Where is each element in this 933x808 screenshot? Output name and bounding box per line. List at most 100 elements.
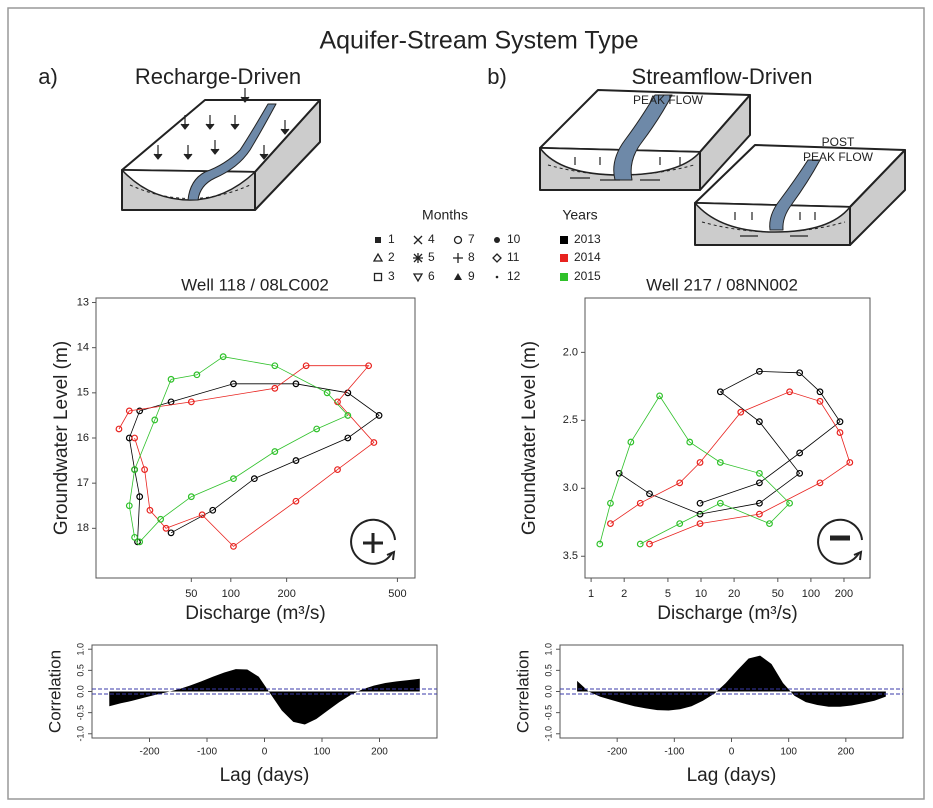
point — [796, 469, 804, 477]
point — [271, 384, 279, 392]
legend-label: 7 — [468, 232, 475, 246]
legend-label: 11 — [507, 250, 520, 264]
legend-label: 2013 — [574, 232, 601, 246]
point — [836, 429, 844, 436]
point — [271, 362, 279, 370]
legend-label: 9 — [468, 269, 475, 283]
point — [292, 497, 300, 505]
point — [136, 407, 144, 415]
x-tick-label: -200 — [139, 747, 159, 758]
x-tick-label: 200 — [277, 588, 295, 600]
x-tick-label: 10 — [695, 588, 707, 600]
point — [198, 511, 206, 519]
x-tick-label: -100 — [664, 747, 684, 758]
x-tick-label: 0 — [262, 747, 268, 758]
point — [313, 425, 321, 433]
y-tick-label: 13 — [77, 296, 89, 308]
point — [786, 499, 793, 507]
legend-symbol — [372, 252, 384, 262]
symbol — [413, 253, 423, 263]
point — [146, 506, 154, 514]
point — [125, 407, 133, 415]
legend-symbol — [413, 235, 423, 245]
legend-symbol — [453, 235, 463, 245]
y-tick-label: -0.5 — [75, 705, 85, 721]
point — [646, 490, 653, 498]
symbol — [453, 235, 463, 245]
y-tick-label: -0.5 — [543, 705, 553, 721]
x-tick-label: 100 — [802, 588, 820, 600]
point — [656, 392, 663, 400]
y-axis-title: Correlation — [45, 650, 64, 733]
point — [115, 425, 123, 433]
frame — [7, 7, 925, 800]
point — [375, 412, 383, 419]
point — [816, 397, 824, 405]
y-tick-label: 1.0 — [543, 643, 553, 656]
post-peak-schematic — [694, 144, 906, 246]
x-tick-label: 20 — [728, 588, 740, 600]
x-tick-label: 500 — [388, 588, 406, 600]
x-tick-label: 100 — [780, 747, 797, 758]
point — [766, 520, 773, 528]
point — [756, 418, 763, 426]
y-tick-label: 15 — [77, 387, 89, 399]
recharge-schematic — [121, 88, 321, 211]
x-tick-label: 100 — [314, 747, 331, 758]
point — [796, 369, 804, 377]
point — [796, 449, 804, 457]
point — [756, 367, 763, 375]
x-tick-label: 200 — [837, 747, 854, 758]
symbol — [454, 273, 462, 280]
legend-symbol — [454, 273, 462, 280]
y-tick-label: 3.0 — [563, 482, 578, 494]
panel-label: a) — [38, 64, 58, 89]
x-axis-title: Lag (days) — [220, 765, 310, 786]
point — [230, 542, 237, 550]
point — [250, 475, 258, 483]
point — [696, 499, 704, 507]
y-tick-label: 1.0 — [75, 643, 85, 656]
legend-swatch — [560, 254, 568, 262]
annotation: PEAK FLOW — [803, 150, 874, 164]
symbol — [372, 252, 384, 262]
y-tick-label: 0.0 — [75, 685, 85, 698]
point — [696, 459, 704, 466]
x-axis-title: Discharge (m³/s) — [657, 603, 797, 624]
point — [125, 502, 133, 510]
y-tick-label: 16 — [77, 432, 89, 444]
panel-label: b) — [487, 64, 507, 89]
legend-symbol — [492, 253, 502, 263]
legend-symbol — [495, 275, 499, 279]
legend-swatch — [560, 273, 568, 281]
y-axis-title: Correlation — [513, 650, 532, 733]
point — [737, 408, 745, 416]
y-tick-label: 2.0 — [563, 346, 578, 358]
legend-swatch — [560, 236, 568, 244]
symbol — [375, 237, 381, 243]
correlation-area — [577, 655, 886, 711]
point — [816, 479, 824, 487]
point — [756, 510, 763, 518]
point — [696, 520, 704, 528]
annotation: POST — [822, 135, 855, 149]
point — [209, 506, 217, 514]
legend-label: 1 — [388, 232, 395, 246]
point — [686, 438, 694, 446]
legend-label: 10 — [507, 232, 521, 246]
series-line — [128, 383, 380, 542]
point — [756, 469, 763, 477]
symbol — [373, 272, 383, 282]
point — [187, 493, 195, 501]
legend-symbol — [373, 272, 383, 282]
legend-title: Months — [422, 207, 468, 223]
y-tick-label: -1.0 — [543, 726, 553, 742]
x-tick-label: 200 — [371, 747, 388, 758]
plot-box — [584, 297, 871, 579]
panel-title: Streamflow-Driven — [632, 64, 813, 89]
symbol — [453, 253, 463, 263]
legend-symbol — [453, 253, 463, 263]
symbol — [495, 275, 499, 279]
symbol — [412, 273, 424, 283]
